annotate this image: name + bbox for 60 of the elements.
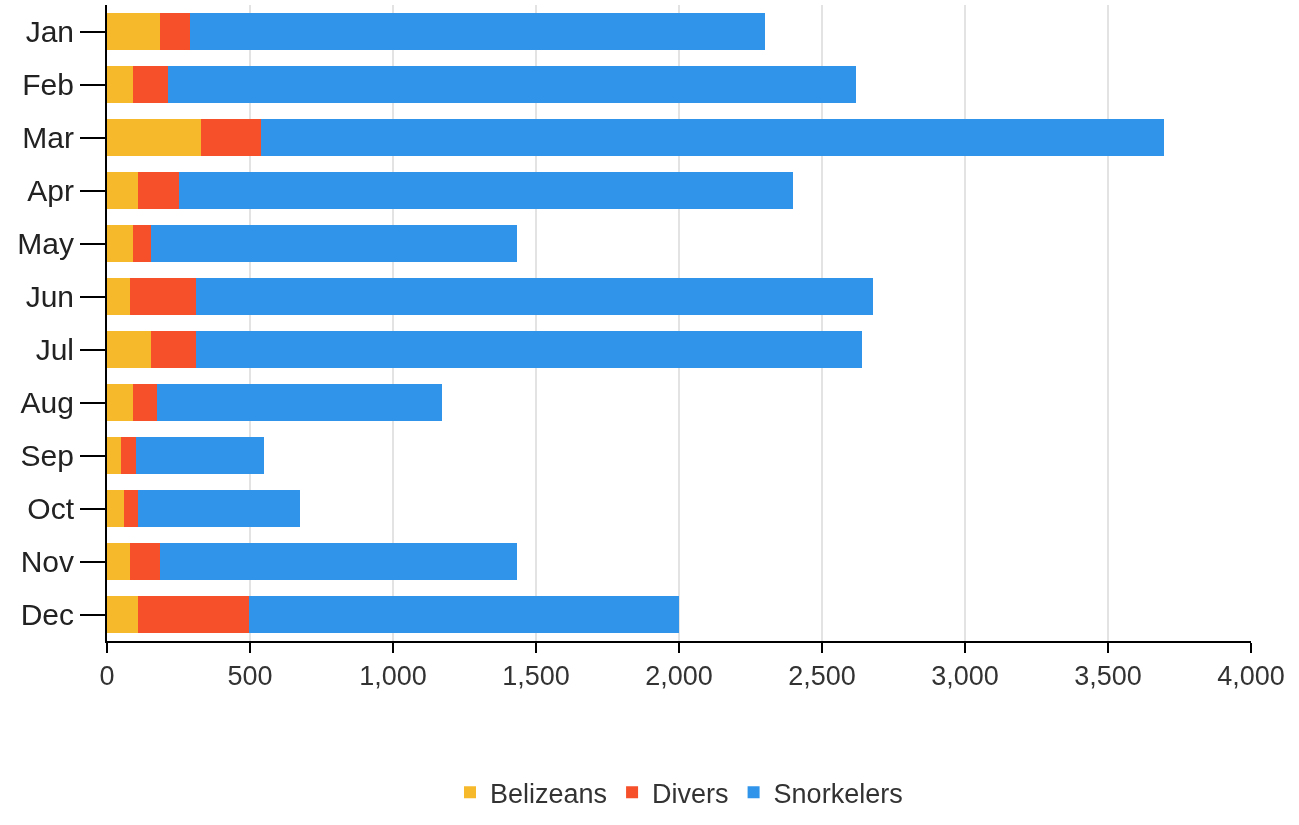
bar xyxy=(107,13,160,50)
y-tick-label: Jul xyxy=(35,333,74,366)
y-tick-label: Jan xyxy=(25,15,74,48)
legend-label: Divers xyxy=(652,778,729,809)
x-tick-label: 0 xyxy=(99,661,115,692)
y-tick-label: Sep xyxy=(20,439,74,472)
bar xyxy=(107,119,202,156)
bar xyxy=(132,66,169,103)
bar xyxy=(151,331,196,368)
bar xyxy=(135,437,265,474)
bar xyxy=(107,490,125,527)
bar xyxy=(157,384,442,421)
bar xyxy=(121,437,136,474)
x-tick-label: 4,000 xyxy=(1217,661,1285,692)
x-tick-label: 3,000 xyxy=(931,661,999,692)
bar xyxy=(132,384,158,421)
bar xyxy=(138,490,301,527)
bar xyxy=(178,172,794,209)
y-tick-label: Nov xyxy=(20,545,74,578)
bar xyxy=(189,13,765,50)
x-tick-label: 2,500 xyxy=(788,661,856,692)
bar xyxy=(129,278,196,315)
bar xyxy=(107,225,133,262)
y-tick-label: Jun xyxy=(25,280,74,313)
y-tick-label: Dec xyxy=(20,598,74,631)
y-tick-label: Oct xyxy=(27,492,75,525)
legend-label: Snorkelers xyxy=(773,778,903,809)
bar xyxy=(261,119,1164,156)
x-tick-label: 1,000 xyxy=(359,661,427,692)
x-tick-label: 500 xyxy=(227,661,273,692)
bar xyxy=(107,543,130,580)
y-tick-label: Apr xyxy=(27,174,75,207)
bar xyxy=(195,278,874,315)
x-tick-label: 3,500 xyxy=(1074,661,1142,692)
bar xyxy=(107,437,122,474)
x-tick-label: 2,000 xyxy=(645,661,713,692)
bar xyxy=(107,596,139,633)
x-tick-label: 1,500 xyxy=(502,661,570,692)
bar xyxy=(129,543,160,580)
bar xyxy=(132,225,152,262)
bar xyxy=(124,490,139,527)
bar xyxy=(107,172,139,209)
y-tick-label: Aug xyxy=(20,386,74,419)
bar xyxy=(159,543,518,580)
bar xyxy=(201,119,262,156)
bar xyxy=(107,331,152,368)
y-tick-label: Mar xyxy=(22,121,74,154)
bar xyxy=(138,172,179,209)
bar xyxy=(107,278,130,315)
bar xyxy=(107,66,133,103)
bar xyxy=(195,331,863,368)
y-tick-label: Feb xyxy=(22,68,74,101)
y-tick-label: May xyxy=(17,227,74,260)
legend-label: Belizeans xyxy=(490,778,608,809)
bar xyxy=(151,225,518,262)
bar xyxy=(248,596,679,633)
bar xyxy=(107,384,133,421)
bar xyxy=(138,596,249,633)
bar xyxy=(159,13,190,50)
bar xyxy=(168,66,857,103)
